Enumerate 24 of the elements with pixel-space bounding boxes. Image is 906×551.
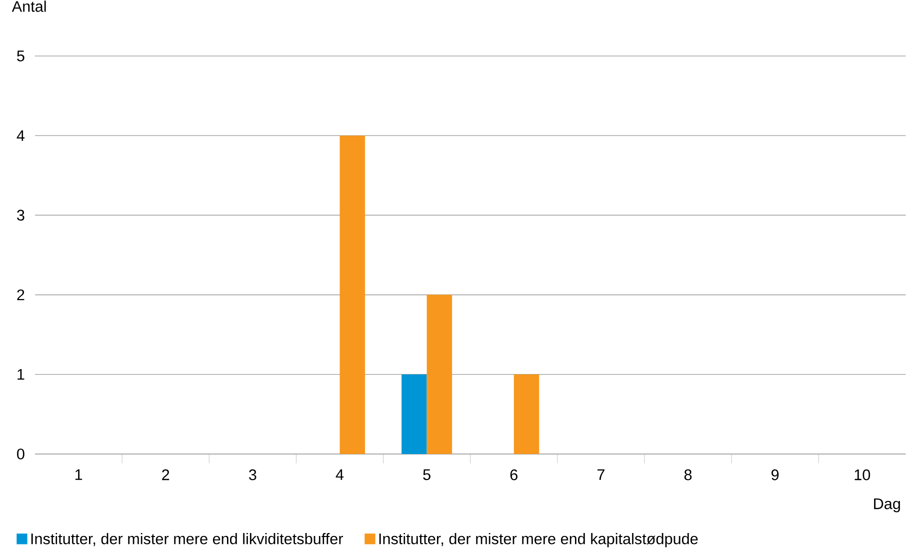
x-tick-label: 3 xyxy=(248,469,256,480)
legend-label: Institutter, der mister mere end likviditetsbuffer xyxy=(31,533,344,546)
x-tick-label: 7 xyxy=(597,469,604,480)
y-tick-label: 5 xyxy=(17,50,24,62)
bar xyxy=(514,374,540,454)
x-tick-label: 9 xyxy=(772,469,779,480)
y-tick-label: 1 xyxy=(18,369,24,380)
x-tick-label: 6 xyxy=(510,469,518,480)
x-tick-label: 10 xyxy=(854,469,870,480)
y-axis-title: Antal xyxy=(12,0,46,12)
x-tick-label: 2 xyxy=(162,469,170,480)
y-tick-label: 3 xyxy=(17,210,24,221)
x-axis-title: Dag xyxy=(874,498,900,512)
bar xyxy=(340,136,365,454)
bar xyxy=(402,374,427,454)
x-tick-label: 1 xyxy=(75,469,82,480)
y-tick-label: 2 xyxy=(17,289,24,300)
y-tick-label: 4 xyxy=(16,130,25,141)
legend-label: Institutter, der mister mere end kapitalstødpude xyxy=(379,533,698,548)
bar xyxy=(426,294,452,454)
y-tick-label: 0 xyxy=(17,448,24,460)
x-tick-label: 8 xyxy=(684,469,692,480)
x-tick-label: 4 xyxy=(336,469,344,480)
x-tick-label: 5 xyxy=(423,469,430,480)
